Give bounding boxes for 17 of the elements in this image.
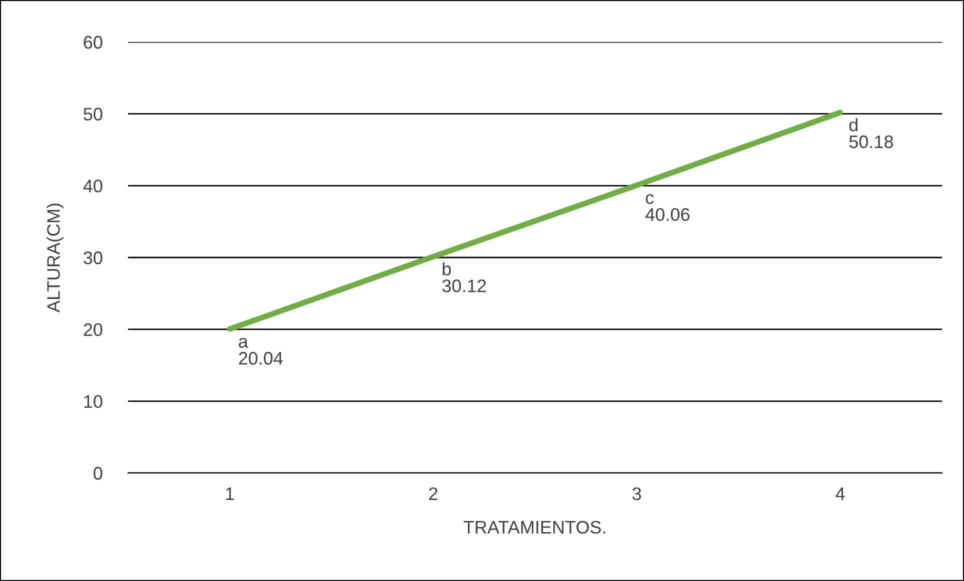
y-tick-label: 60 xyxy=(84,36,102,49)
data-label: c 40.06 xyxy=(646,194,690,221)
x-tick-label: 2 xyxy=(429,487,438,500)
y-tick-label: 10 xyxy=(84,395,102,408)
x-axis-title: TRATAMIENTOS. xyxy=(464,520,606,534)
y-axis-title: ALTURA(CM) xyxy=(46,204,64,312)
x-tick-label: 4 xyxy=(836,488,845,500)
y-tick-label: 20 xyxy=(84,323,102,336)
y-tick-label: 40 xyxy=(83,180,102,192)
x-tick-label: 1 xyxy=(226,488,234,500)
x-tick-label: 3 xyxy=(632,487,641,500)
y-tick-label: 50 xyxy=(84,108,102,121)
y-tick-label: 30 xyxy=(84,251,102,264)
data-label: a 20.04 xyxy=(238,338,283,365)
y-tick-label: 0 xyxy=(94,466,102,480)
data-label: d 50.18 xyxy=(849,118,893,148)
data-label: b 30.12 xyxy=(442,262,486,292)
